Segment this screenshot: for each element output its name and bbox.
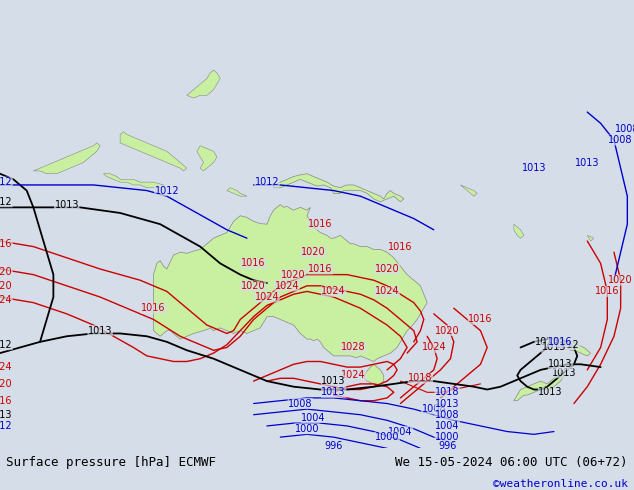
- Text: 1013: 1013: [535, 337, 559, 347]
- Text: 996: 996: [438, 441, 456, 450]
- Polygon shape: [227, 188, 247, 196]
- Text: 1016: 1016: [308, 264, 333, 274]
- Text: 1016: 1016: [469, 315, 493, 324]
- Text: 1020: 1020: [0, 379, 12, 389]
- Text: 1013: 1013: [55, 199, 79, 210]
- Text: 1020: 1020: [435, 326, 460, 336]
- Text: 1020: 1020: [0, 281, 12, 291]
- Text: 1016: 1016: [0, 239, 12, 249]
- Polygon shape: [274, 174, 404, 202]
- Text: 1016: 1016: [388, 242, 413, 251]
- Text: 1013: 1013: [321, 387, 346, 397]
- Polygon shape: [34, 143, 100, 174]
- Text: 1016: 1016: [0, 396, 12, 406]
- Text: 1024: 1024: [0, 362, 12, 372]
- Text: 1020: 1020: [375, 264, 399, 274]
- Polygon shape: [514, 373, 564, 401]
- Text: 1008: 1008: [609, 135, 633, 145]
- Polygon shape: [187, 70, 220, 98]
- Text: 1016: 1016: [548, 337, 573, 347]
- Text: 1013: 1013: [321, 376, 346, 386]
- Polygon shape: [197, 146, 217, 171]
- Text: 1000: 1000: [435, 432, 460, 442]
- Text: 1020: 1020: [281, 270, 306, 280]
- Text: 1016: 1016: [242, 258, 266, 269]
- Text: 1018: 1018: [435, 387, 460, 397]
- Text: 1024: 1024: [375, 287, 399, 296]
- Text: 1013: 1013: [575, 157, 600, 168]
- Text: 1018: 1018: [408, 373, 432, 383]
- Polygon shape: [587, 235, 594, 241]
- Text: 1020: 1020: [609, 275, 633, 285]
- Text: 1013: 1013: [0, 410, 12, 420]
- Polygon shape: [103, 174, 164, 188]
- Text: 1016: 1016: [308, 219, 333, 229]
- Text: 1016: 1016: [595, 287, 619, 296]
- Text: 1024: 1024: [321, 287, 346, 296]
- Text: 1020: 1020: [0, 267, 12, 277]
- Text: 1024: 1024: [341, 370, 366, 381]
- Text: 1000: 1000: [295, 424, 320, 434]
- Polygon shape: [120, 132, 187, 171]
- Text: 1013: 1013: [552, 368, 576, 378]
- Text: ©weatheronline.co.uk: ©weatheronline.co.uk: [493, 479, 628, 489]
- Text: Surface pressure [hPa] ECMWF: Surface pressure [hPa] ECMWF: [6, 456, 216, 469]
- Text: 1013: 1013: [548, 359, 573, 369]
- Text: 1013: 1013: [538, 387, 563, 397]
- Text: 1012: 1012: [555, 340, 579, 350]
- Text: 1012: 1012: [0, 421, 12, 431]
- Text: 1012: 1012: [155, 186, 179, 196]
- Text: 1004: 1004: [301, 413, 326, 422]
- Text: 1020: 1020: [301, 247, 326, 257]
- Text: 1008: 1008: [435, 410, 460, 420]
- Polygon shape: [460, 185, 477, 196]
- Text: 1008: 1008: [422, 404, 446, 414]
- Text: 1024: 1024: [255, 292, 279, 302]
- Text: 1000: 1000: [375, 432, 399, 442]
- Text: 1013: 1013: [88, 326, 112, 336]
- Text: 1004: 1004: [388, 426, 413, 437]
- Text: 1004: 1004: [435, 421, 460, 431]
- Text: 996: 996: [325, 441, 343, 450]
- Polygon shape: [153, 204, 427, 362]
- Text: 1012: 1012: [0, 177, 12, 187]
- Text: 1013: 1013: [541, 343, 566, 352]
- Text: 1012: 1012: [0, 340, 12, 350]
- Text: 1008: 1008: [615, 124, 634, 134]
- Text: 1028: 1028: [341, 343, 366, 352]
- Text: 1013: 1013: [522, 163, 546, 173]
- Text: 1024: 1024: [275, 281, 299, 291]
- Text: 1024: 1024: [0, 295, 12, 305]
- Polygon shape: [514, 224, 524, 238]
- Polygon shape: [557, 342, 591, 356]
- Polygon shape: [364, 364, 384, 386]
- Text: 1020: 1020: [242, 281, 266, 291]
- Text: 1016: 1016: [141, 303, 165, 313]
- Text: We 15-05-2024 06:00 UTC (06+72): We 15-05-2024 06:00 UTC (06+72): [395, 456, 628, 469]
- Text: 1012: 1012: [255, 177, 279, 187]
- Text: 1012: 1012: [0, 197, 12, 207]
- Text: 1008: 1008: [288, 398, 313, 409]
- Text: 1024: 1024: [422, 343, 446, 352]
- Text: 1013: 1013: [435, 398, 460, 409]
